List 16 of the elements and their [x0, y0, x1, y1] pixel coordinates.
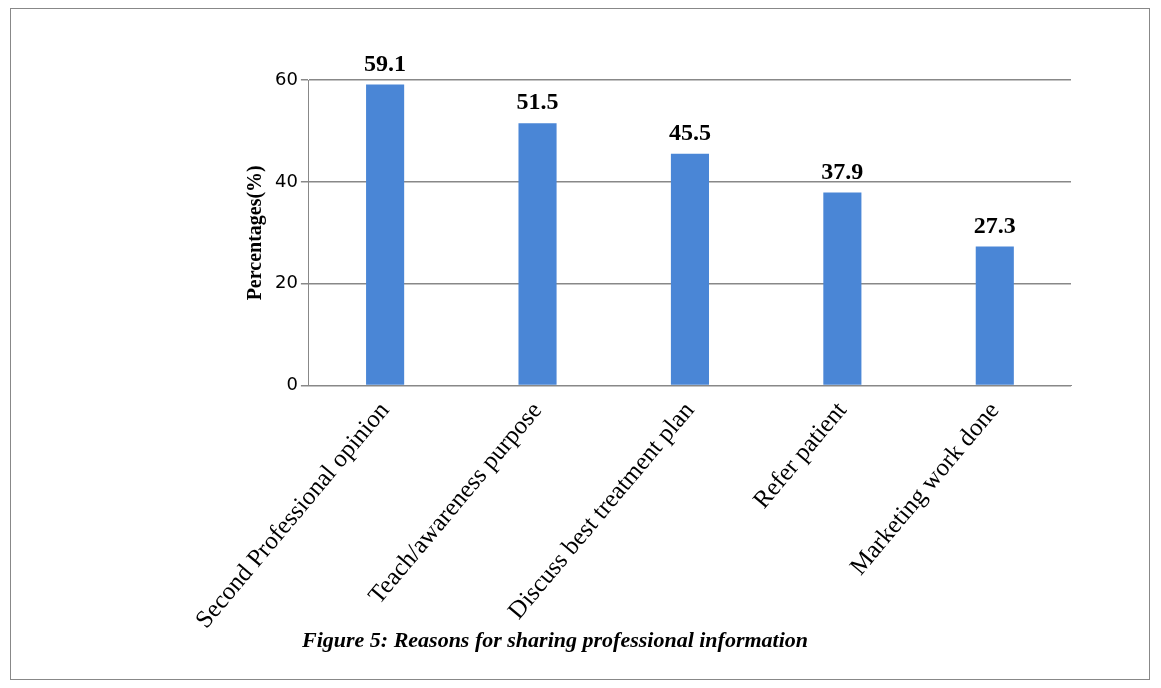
bar	[823, 192, 862, 385]
y-tick-label: 40	[275, 169, 298, 191]
y-tick-label: 20	[275, 271, 298, 293]
caption: Figure 5: Reasons for sharing professional information	[300, 626, 809, 652]
data-label: 59.1	[364, 49, 407, 76]
bar	[518, 123, 557, 385]
data-label: 27.3	[973, 211, 1016, 238]
y-tick-label: 60	[275, 67, 298, 89]
data-label: 45.5	[668, 119, 711, 146]
data-label: 37.9	[821, 157, 864, 184]
data-label: 51.5	[516, 88, 559, 115]
y-tick-label: 0	[286, 373, 298, 395]
bar	[366, 84, 405, 385]
y-axis-title: Percentages(%)	[243, 165, 267, 301]
bar	[670, 153, 710, 385]
bar	[975, 246, 1014, 385]
